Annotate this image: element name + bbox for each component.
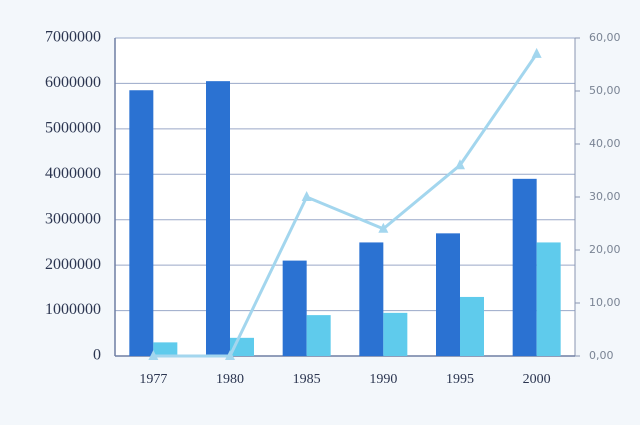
plot-area — [115, 38, 575, 356]
bar — [282, 260, 307, 356]
bar — [460, 296, 484, 356]
y-tick-label: 3000000 — [45, 210, 101, 227]
y-tick-label: 7000000 — [45, 29, 101, 46]
y-tick-label: 1000000 — [45, 301, 101, 318]
y2-tick-label: 0,00 — [589, 349, 614, 362]
x-tick-label: 1995 — [446, 372, 474, 387]
x-tick-label: 1977 — [139, 372, 167, 387]
y2-tick-label: 40,00 — [589, 137, 621, 150]
y-tick-label: 6000000 — [45, 74, 101, 91]
y-tick-label: 4000000 — [45, 165, 101, 182]
line-marker — [378, 222, 389, 233]
bar — [383, 312, 408, 356]
x-tick-label: 1985 — [293, 372, 321, 387]
y2-tick-label: 60,00 — [589, 31, 621, 44]
bar — [512, 178, 537, 356]
line-marker — [455, 159, 465, 170]
bar — [206, 81, 230, 357]
bar — [436, 233, 460, 356]
line-marker — [301, 191, 312, 201]
y2-tick-label: 50,00 — [589, 84, 621, 97]
x-tick-label: 1990 — [369, 372, 397, 387]
bar — [153, 342, 178, 356]
x-tick-label: 2000 — [523, 372, 551, 387]
y-tick-label: 5000000 — [45, 120, 101, 137]
bar — [306, 315, 331, 356]
y2-tick-label: 20,00 — [589, 243, 621, 256]
bar — [536, 242, 561, 356]
bar — [359, 242, 384, 356]
y2-tick-label: 30,00 — [589, 190, 621, 203]
line-marker — [531, 47, 542, 58]
line-marker — [225, 350, 235, 360]
y-tick-label: 0 — [93, 347, 101, 364]
y-tick-label: 2000000 — [45, 256, 101, 273]
bar — [129, 90, 154, 356]
line-marker — [148, 350, 159, 360]
y2-tick-label: 10,00 — [589, 296, 621, 309]
x-tick-label: 1980 — [216, 372, 244, 387]
line — [153, 53, 538, 358]
